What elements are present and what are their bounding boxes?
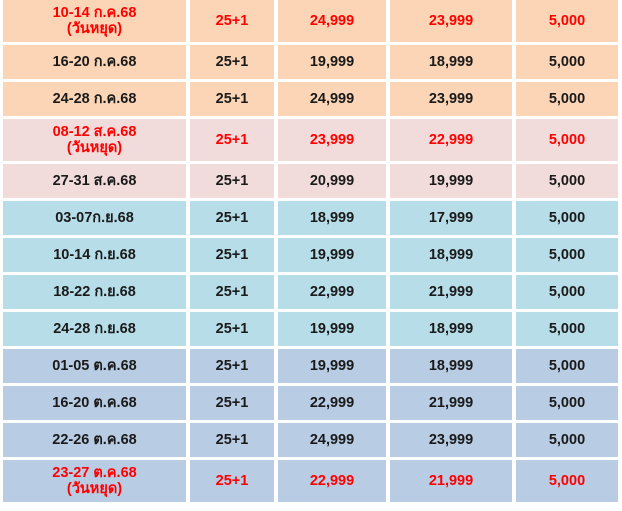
single-supplement-cell: 5,000 <box>516 164 622 201</box>
group-size-cell: 25+1 <box>190 275 278 312</box>
group-size-cell: 25+1 <box>190 238 278 275</box>
group-size-cell: 25+1 <box>190 201 278 238</box>
single-supplement-cell: 5,000 <box>516 238 622 275</box>
single-supplement-cell: 5,000 <box>516 0 622 45</box>
adult-price-cell: 22,999 <box>278 460 390 505</box>
adult-price-cell: 19,999 <box>278 312 390 349</box>
group-size-cell: 25+1 <box>190 312 278 349</box>
single-supplement-cell: 5,000 <box>516 386 622 423</box>
single-supplement-cell: 5,000 <box>516 82 622 119</box>
group-size-cell: 25+1 <box>190 119 278 164</box>
departure-date-cell: 18-22 ก.ย.68 <box>0 275 190 312</box>
adult-price-cell: 24,999 <box>278 423 390 460</box>
child-price-cell: 21,999 <box>390 386 516 423</box>
child-price-cell: 19,999 <box>390 164 516 201</box>
departure-date-cell: 08-12 ส.ค.68 (วันหยุด) <box>0 119 190 164</box>
departure-date-cell: 16-20 ก.ค.68 <box>0 45 190 82</box>
group-size-cell: 25+1 <box>190 386 278 423</box>
child-price-cell: 18,999 <box>390 45 516 82</box>
adult-price-cell: 20,999 <box>278 164 390 201</box>
child-price-cell: 23,999 <box>390 423 516 460</box>
child-price-cell: 23,999 <box>390 82 516 119</box>
departure-date-cell: 01-05 ต.ค.68 <box>0 349 190 386</box>
single-supplement-cell: 5,000 <box>516 312 622 349</box>
adult-price-cell: 24,999 <box>278 82 390 119</box>
single-supplement-cell: 5,000 <box>516 201 622 238</box>
departure-date-cell: 27-31 ส.ค.68 <box>0 164 190 201</box>
child-price-cell: 23,999 <box>390 0 516 45</box>
departure-date-cell: 03-07ก.ย.68 <box>0 201 190 238</box>
departure-date-cell: 24-28 ก.ค.68 <box>0 82 190 119</box>
group-size-cell: 25+1 <box>190 164 278 201</box>
group-size-cell: 25+1 <box>190 460 278 505</box>
child-price-cell: 18,999 <box>390 349 516 386</box>
departure-date-cell: 10-14 ก.ย.68 <box>0 238 190 275</box>
group-size-cell: 25+1 <box>190 45 278 82</box>
single-supplement-cell: 5,000 <box>516 275 622 312</box>
single-supplement-cell: 5,000 <box>516 119 622 164</box>
adult-price-cell: 18,999 <box>278 201 390 238</box>
child-price-cell: 22,999 <box>390 119 516 164</box>
adult-price-cell: 24,999 <box>278 0 390 45</box>
departure-date-cell: 23-27 ต.ค.68 (วันหยุด) <box>0 460 190 505</box>
single-supplement-cell: 5,000 <box>516 460 622 505</box>
departure-date-cell: 10-14 ก.ค.68 (วันหยุด) <box>0 0 190 45</box>
child-price-cell: 18,999 <box>390 312 516 349</box>
single-supplement-cell: 5,000 <box>516 349 622 386</box>
single-supplement-cell: 5,000 <box>516 423 622 460</box>
departure-date-cell: 22-26 ต.ค.68 <box>0 423 190 460</box>
adult-price-cell: 19,999 <box>278 238 390 275</box>
adult-price-cell: 22,999 <box>278 275 390 312</box>
child-price-cell: 21,999 <box>390 275 516 312</box>
child-price-cell: 18,999 <box>390 238 516 275</box>
group-size-cell: 25+1 <box>190 349 278 386</box>
child-price-cell: 21,999 <box>390 460 516 505</box>
departure-date-cell: 24-28 ก.ย.68 <box>0 312 190 349</box>
group-size-cell: 25+1 <box>190 82 278 119</box>
single-supplement-cell: 5,000 <box>516 45 622 82</box>
adult-price-cell: 19,999 <box>278 45 390 82</box>
adult-price-cell: 19,999 <box>278 349 390 386</box>
adult-price-cell: 22,999 <box>278 386 390 423</box>
adult-price-cell: 23,999 <box>278 119 390 164</box>
group-size-cell: 25+1 <box>190 423 278 460</box>
group-size-cell: 25+1 <box>190 0 278 45</box>
child-price-cell: 17,999 <box>390 201 516 238</box>
departure-date-cell: 16-20 ต.ค.68 <box>0 386 190 423</box>
